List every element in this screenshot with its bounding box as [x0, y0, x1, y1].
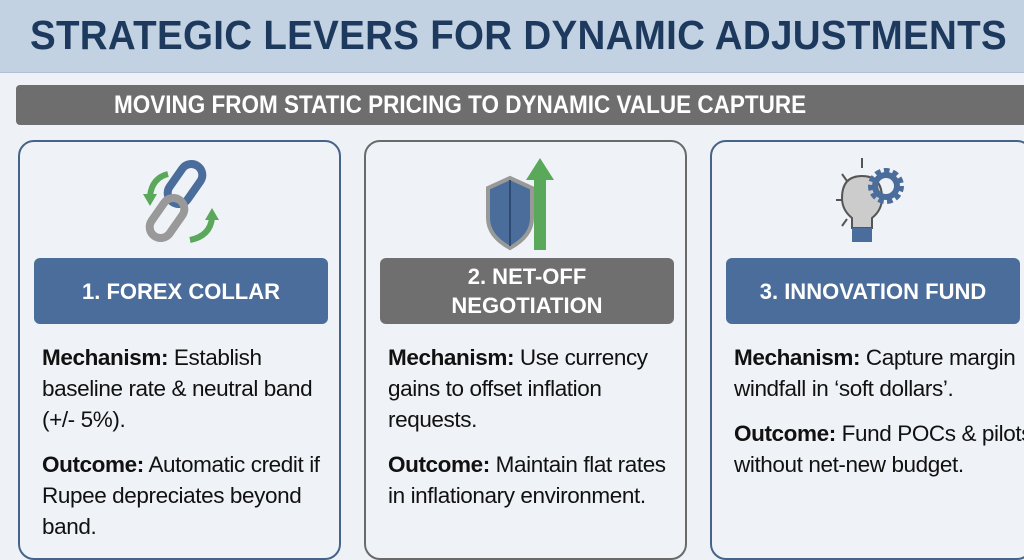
card-title: 3. INNOVATION FUND	[726, 258, 1020, 324]
outcome-text: Outcome: Fund POCs & pilots without net-…	[734, 421, 1024, 477]
outcome-text: Outcome: Maintain flat rates in inflatio…	[388, 452, 666, 508]
mechanism-text: Mechanism: Use currency gains to offset …	[388, 345, 648, 432]
chain-link-cycle-icon	[142, 159, 219, 243]
shield-arrow-up-icon	[485, 158, 554, 251]
header: STRATEGIC LEVERS FOR DYNAMIC ADJUSTMENTS	[0, 0, 1024, 73]
outcome-text: Outcome: Automatic credit if Rupee depre…	[42, 452, 320, 539]
subtitle-banner: MOVING FROM STATIC PRICING TO DYNAMIC VA…	[16, 85, 1024, 125]
card-title: 1. FOREX COLLAR	[34, 258, 328, 324]
card-forex-collar: 1. FOREX COLLAR Mechanism: Establish bas…	[18, 140, 341, 560]
card-innovation-fund: 3. INNOVATION FUND Mechanism: Capture ma…	[710, 140, 1024, 560]
card-title: 2. NET-OFF NEGOTIATION	[380, 258, 674, 324]
subtitle-text: MOVING FROM STATIC PRICING TO DYNAMIC VA…	[114, 91, 807, 119]
mechanism-text: Mechanism: Establish baseline rate & neu…	[42, 345, 313, 432]
page-title: STRATEGIC LEVERS FOR DYNAMIC ADJUSTMENTS	[30, 12, 1007, 58]
lightbulb-gear-icon	[835, 158, 904, 242]
card-net-off-negotiation: 2. NET-OFF NEGOTIATION Mechanism: Use cu…	[364, 140, 687, 560]
mechanism-text: Mechanism: Capture margin windfall in ‘s…	[734, 345, 1016, 401]
